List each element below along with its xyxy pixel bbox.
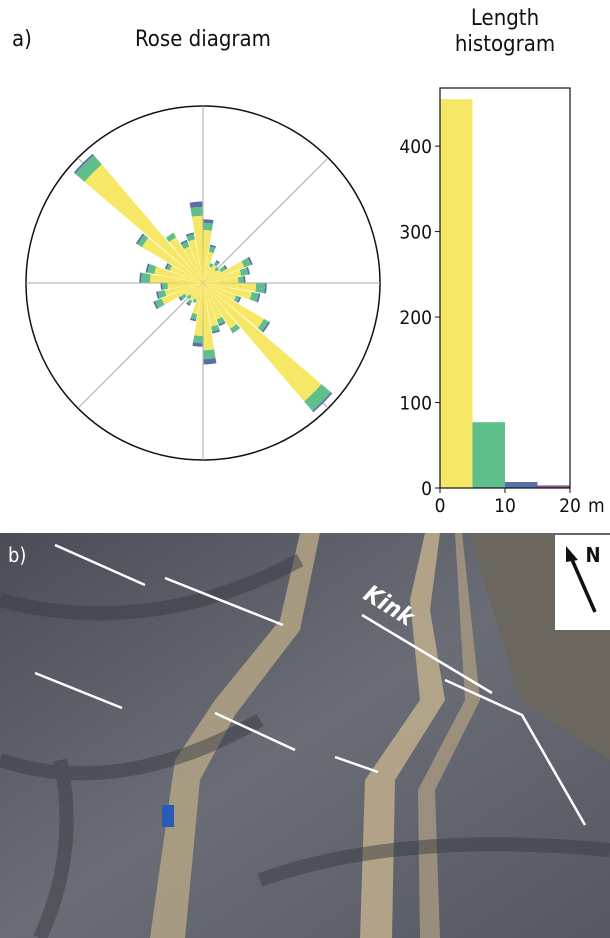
rose-petal: [203, 223, 212, 231]
rose-petal: [238, 276, 244, 282]
rose-petal: [255, 283, 265, 293]
hist-bar: [440, 99, 473, 488]
y-tick-label: 400: [399, 136, 432, 158]
x-tick-label: 0: [435, 495, 446, 517]
rose-petal: [141, 273, 151, 283]
rose-title: Rose diagram: [135, 27, 271, 52]
rose-petal: [190, 207, 202, 217]
x-unit: m: [588, 495, 605, 517]
rose-petal: [193, 335, 202, 343]
y-tick-label: 200: [399, 307, 432, 329]
panel-label: a): [12, 27, 32, 52]
hist-bar: [473, 422, 506, 488]
x-tick-label: 20: [559, 495, 581, 517]
histogram-title: Length histogram: [445, 6, 565, 58]
north-label: N: [585, 543, 600, 567]
y-tick-label: 100: [399, 393, 432, 415]
rose-petal: [162, 283, 168, 289]
y-tick-label: 300: [399, 222, 432, 244]
y-tick-label: 0: [421, 478, 432, 500]
histogram: 0 100 200 300 400 0 10 20 m: [399, 88, 604, 517]
x-tick-label: 10: [494, 495, 516, 517]
figure: a) Rose diagram 010020030040001020m b) K…: [0, 0, 610, 938]
panel-label: b): [8, 543, 26, 567]
rose-petal: [204, 349, 216, 359]
photo: [0, 533, 610, 938]
figure-svg: a) Rose diagram 010020030040001020m b) K…: [0, 0, 610, 938]
hist-bar: [505, 482, 538, 488]
